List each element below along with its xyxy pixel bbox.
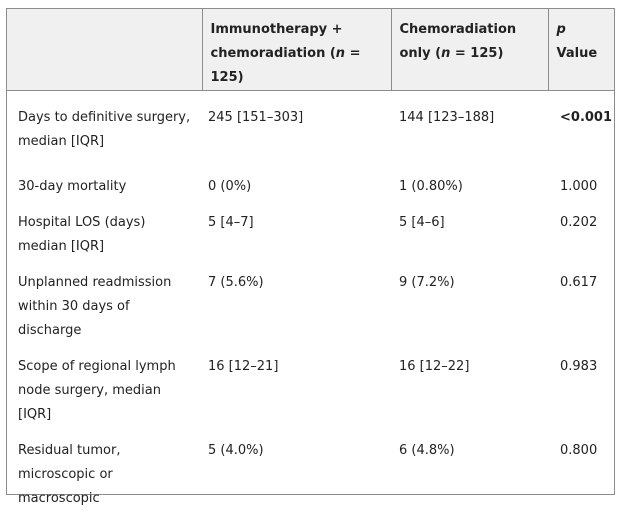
row-label: Days to definitive surgery, median [IQR] bbox=[18, 110, 191, 149]
row-immunotherapy-value: 16 [12–21] bbox=[208, 358, 279, 374]
row-label: Unplanned readmission within 30 days of … bbox=[18, 274, 172, 338]
header-chemoradiation-n: n bbox=[441, 46, 451, 61]
header-outcome bbox=[7, 9, 203, 91]
table-row: Residual tumor, microscopic or macroscop… bbox=[7, 427, 614, 511]
header-p-value: p Value bbox=[548, 9, 614, 91]
row-label: Scope of regional lymph node surgery, me… bbox=[18, 358, 176, 422]
row-p-value: 0.800 bbox=[560, 442, 598, 458]
row-immunotherapy-value: 7 (5.6%) bbox=[208, 274, 264, 290]
row-label: 30-day mortality bbox=[18, 178, 127, 194]
header-immunotherapy-line2-post: = 125) bbox=[210, 46, 361, 85]
header-chemoradiation: Chemoradiation only (n = 125) bbox=[391, 9, 549, 91]
row-immunotherapy-value: 245 [151–303] bbox=[208, 110, 304, 125]
header-p-italic: p bbox=[556, 22, 566, 37]
row-chemoradiation-value: 6 (4.8%) bbox=[399, 442, 455, 458]
header-immunotherapy-line2-pre: chemoradiation ( bbox=[210, 46, 336, 61]
header-immunotherapy-n: n bbox=[335, 46, 346, 61]
header-chemoradiation-line2-post: = 125) bbox=[450, 46, 504, 61]
row-chemoradiation-value: 16 [12–22] bbox=[399, 358, 470, 374]
table-row: 30-day mortality 0 (0%) 1 (0.80%) 1.000 bbox=[7, 163, 614, 199]
header-chemoradiation-line2-pre: only ( bbox=[399, 46, 442, 61]
table-row: Hospital LOS (days) median [IQR] 5 [4–7]… bbox=[7, 199, 614, 259]
row-chemoradiation-value: 9 (7.2%) bbox=[399, 274, 455, 290]
table-body: Days to definitive surgery, median [IQR]… bbox=[7, 91, 614, 511]
row-p-value: 0.202 bbox=[560, 214, 598, 230]
row-chemoradiation-value: 1 (0.80%) bbox=[399, 178, 463, 194]
header-p-rest: Value bbox=[556, 46, 598, 61]
row-immunotherapy-value: 0 (0%) bbox=[208, 178, 252, 194]
row-p-value: 0.983 bbox=[560, 358, 598, 374]
header-immunotherapy-line1: Immunotherapy + bbox=[210, 22, 343, 37]
row-label: Hospital LOS (days) median [IQR] bbox=[18, 214, 146, 254]
table-row: Unplanned readmission within 30 days of … bbox=[7, 259, 614, 343]
table-row: Days to definitive surgery, median [IQR]… bbox=[7, 91, 614, 163]
row-label: Residual tumor, microscopic or macroscop… bbox=[18, 442, 121, 506]
header-row: Immunotherapy + chemoradiation (n = 125)… bbox=[7, 9, 614, 91]
table-row: Scope of regional lymph node surgery, me… bbox=[7, 343, 614, 427]
row-immunotherapy-value: 5 (4.0%) bbox=[208, 442, 264, 458]
row-p-value: <0.001 bbox=[560, 110, 613, 125]
header-immunotherapy: Immunotherapy + chemoradiation (n = 125) bbox=[202, 9, 392, 91]
row-chemoradiation-value: 144 [123–188] bbox=[399, 110, 495, 125]
table-header: Immunotherapy + chemoradiation (n = 125)… bbox=[7, 9, 614, 91]
row-p-value: 1.000 bbox=[560, 178, 598, 194]
row-chemoradiation-value: 5 [4–6] bbox=[399, 214, 445, 230]
row-p-value: 0.617 bbox=[560, 274, 598, 290]
header-chemoradiation-line1: Chemoradiation bbox=[399, 22, 517, 37]
row-immunotherapy-value: 5 [4–7] bbox=[208, 214, 254, 230]
outcomes-table-container: Immunotherapy + chemoradiation (n = 125)… bbox=[6, 8, 615, 506]
outcomes-table: Immunotherapy + chemoradiation (n = 125)… bbox=[7, 9, 614, 511]
